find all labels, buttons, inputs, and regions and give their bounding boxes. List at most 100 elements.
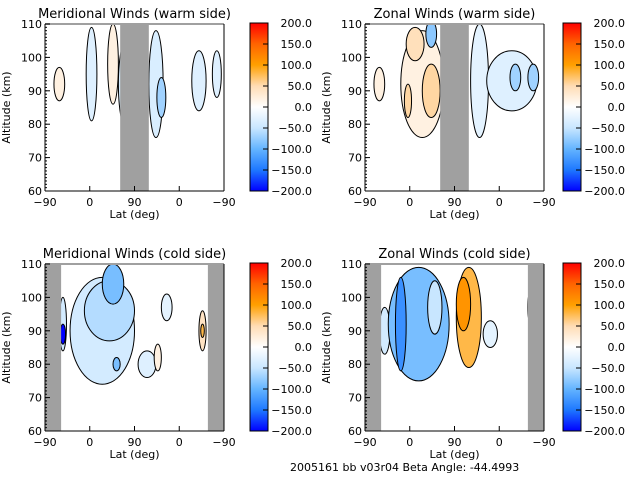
panel-0: 60 70 80 90 100 110 −90 0 90 0 −90 Meridional Winds…	[0, 7, 312, 221]
contour-region	[482, 320, 498, 349]
y-tick-label: 110	[341, 18, 362, 31]
y-tick-label: 60	[348, 185, 362, 198]
no-data-band	[365, 264, 382, 431]
y-tick-label: 90	[348, 85, 362, 98]
x-tick-label: −90	[353, 436, 376, 449]
y-tick-label: 60	[348, 425, 362, 438]
y-tick-label: 60	[28, 185, 42, 198]
chart-title: Meridional Winds (cold side)	[43, 247, 226, 262]
colorbar-tick-label: 150.0	[594, 38, 626, 51]
contour-region	[53, 66, 66, 102]
colorbar-tick-label: 0.0	[608, 101, 626, 114]
colorbar-tick-label: 100.0	[594, 59, 626, 72]
colorbar-tick-label: 100.0	[281, 59, 313, 72]
colorbar-tick-label: −200.0	[584, 425, 625, 438]
contour-region	[211, 50, 222, 98]
colorbar-tick-label: −100.0	[584, 383, 625, 396]
x-tick-label: 0	[86, 196, 93, 209]
contour-region	[200, 323, 205, 338]
contour-region	[153, 343, 162, 372]
colorbar-tick-label: 50.0	[288, 80, 313, 93]
colorbar-tick-label: 200.0	[594, 257, 626, 270]
y-tick-label: 100	[21, 51, 42, 64]
y-tick-label: 100	[21, 291, 42, 304]
x-tick-label: 0	[406, 196, 413, 209]
colorbar-tick-label: −200.0	[271, 425, 312, 438]
no-data-band	[45, 264, 62, 431]
no-data-band	[440, 24, 469, 191]
contour-region	[421, 63, 441, 119]
contour-region	[191, 50, 207, 112]
chart-title: Zonal Winds (cold side)	[378, 247, 530, 262]
plot-area	[365, 264, 544, 431]
colorbar-tick-label: 100.0	[281, 299, 313, 312]
panel-3: 60 70 80 90 100 110 −90 0 90 0 −90 Zonal Winds (col…	[320, 247, 625, 461]
x-tick-label: 0	[496, 196, 503, 209]
contour-region	[394, 276, 407, 372]
x-axis-label: Lat (deg)	[110, 208, 160, 221]
y-tick-label: 70	[348, 392, 362, 405]
y-tick-label: 80	[348, 358, 362, 371]
y-tick-label: 90	[28, 325, 42, 338]
y-axis-label: Altitude (km)	[0, 71, 13, 143]
colorbar-tick-label: 150.0	[281, 278, 313, 291]
colorbar-tick-label: 200.0	[281, 257, 313, 270]
contour-region	[137, 350, 157, 379]
colorbar-tick-label: −150.0	[584, 164, 625, 177]
y-axis-label: Altitude (km)	[320, 71, 333, 143]
y-tick-label: 110	[341, 258, 362, 271]
x-axis-label: Lat (deg)	[110, 448, 160, 461]
no-data-band	[527, 264, 544, 431]
x-tick-label: −90	[353, 196, 376, 209]
plot-area	[45, 264, 224, 431]
colorbar-tick-label: −100.0	[271, 143, 312, 156]
x-tick-label: −90	[212, 196, 235, 209]
y-tick-label: 70	[28, 152, 42, 165]
colorbar-tick-label: −100.0	[584, 143, 625, 156]
contour-region	[455, 276, 472, 332]
y-axis-label: Altitude (km)	[0, 311, 13, 383]
x-tick-label: −90	[33, 436, 56, 449]
contour-region	[156, 76, 167, 119]
colorbar-tick-label: 50.0	[601, 80, 626, 93]
colorbar-tick-label: 0.0	[608, 341, 626, 354]
colorbar-tick-label: 0.0	[295, 101, 313, 114]
colorbar-tick-label: −200.0	[584, 185, 625, 198]
chart-title: Meridional Winds (warm side)	[38, 7, 231, 22]
contour-region	[405, 26, 425, 62]
contour-region	[101, 264, 125, 305]
y-tick-label: 70	[348, 152, 362, 165]
colorbar-tick-label: −50.0	[278, 122, 312, 135]
y-tick-label: 110	[21, 258, 42, 271]
panel-2: 60 70 80 90 100 110 −90 0 90 0 −90 Meridional Winds…	[0, 247, 312, 461]
no-data-band	[120, 24, 149, 191]
panel-1: 60 70 80 90 100 110 −90 0 90 0 −90 Zonal Winds (war…	[320, 7, 625, 221]
footer-text: 2005161 bb v03r04 Beta Angle: -44.4993	[290, 461, 520, 474]
y-tick-label: 90	[348, 325, 362, 338]
contour-region	[373, 66, 386, 102]
y-tick-label: 70	[28, 392, 42, 405]
y-tick-label: 80	[28, 358, 42, 371]
colorbar-tick-label: −150.0	[271, 404, 312, 417]
contour-region	[470, 24, 490, 139]
colorbar-tick-label: 200.0	[281, 17, 313, 30]
colorbar-tick-label: −50.0	[278, 362, 312, 375]
y-tick-label: 100	[341, 51, 362, 64]
plot-area	[53, 24, 222, 191]
contour-region	[527, 63, 540, 92]
contour-region	[427, 280, 443, 335]
y-tick-label: 110	[21, 18, 42, 31]
chart-title: Zonal Winds (warm side)	[374, 7, 536, 22]
y-tick-label: 80	[348, 118, 362, 131]
contour-region	[160, 293, 173, 322]
x-tick-label: 0	[406, 436, 413, 449]
colorbar-tick-label: 100.0	[594, 299, 626, 312]
x-tick-label: 0	[496, 436, 503, 449]
x-tick-label: 90	[128, 196, 142, 209]
colorbar-tick-label: −100.0	[271, 383, 312, 396]
x-axis-label: Lat (deg)	[430, 448, 480, 461]
colorbar-tick-label: −200.0	[271, 185, 312, 198]
x-tick-label: −90	[33, 196, 56, 209]
x-tick-label: 90	[448, 196, 462, 209]
colorbar-tick-label: 150.0	[281, 38, 313, 51]
